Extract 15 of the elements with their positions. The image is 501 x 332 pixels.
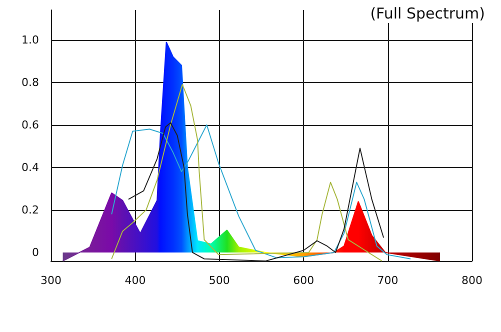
line-series: [111, 124, 412, 260]
x-tick-label: 400: [124, 274, 146, 287]
x-tick-label: 600: [293, 274, 314, 287]
y-tick-label: 0.2: [22, 203, 39, 216]
y-tick-label: 0.4: [22, 160, 39, 174]
line-series: [111, 84, 382, 262]
x-tick-label: 500: [208, 274, 230, 287]
y-tick-label: 1.0: [22, 33, 39, 46]
y-tick-label: 0.8: [22, 76, 39, 89]
x-tick-label: 300: [40, 274, 62, 287]
chart-title: (Full Spectrum): [370, 4, 486, 22]
x-tick-label: 800: [462, 274, 482, 287]
y-tick-label: 0.6: [22, 118, 39, 132]
x-tick-label: 700: [377, 274, 398, 287]
y-tick-label: 0: [32, 246, 39, 259]
